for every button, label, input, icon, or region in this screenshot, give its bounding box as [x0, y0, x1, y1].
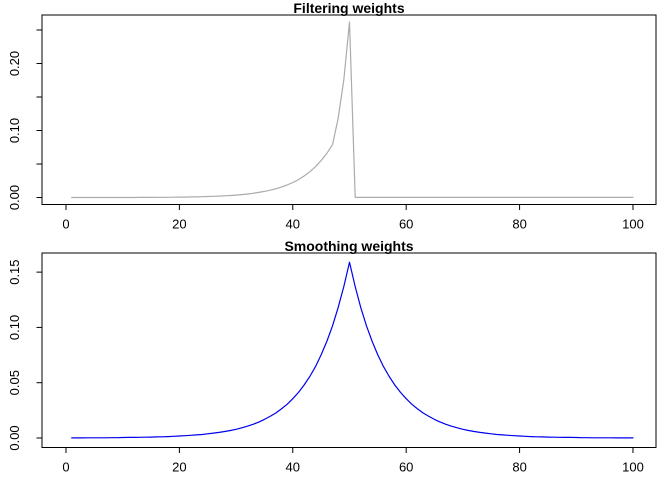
x-axis-tick-label: 20: [172, 460, 186, 475]
x-axis-tick-label: 80: [512, 460, 526, 475]
filtering-plot-title: Filtering weights: [293, 0, 404, 16]
y-axis-tick-label: 0.10: [7, 315, 22, 340]
x-axis-tick-label: 0: [62, 217, 69, 232]
x-axis-tick-label: 100: [622, 217, 644, 232]
filtering-weights-line: [71, 21, 634, 199]
filtering-weights-plot: Filtering weights 0 20 40 60 80 100 0.00 0.10 0.…: [7, 0, 657, 232]
x-axis-tick-label: 40: [286, 460, 300, 475]
y-axis-tick-label: 0.20: [7, 51, 22, 76]
y-axis-tick-label: 0.00: [7, 425, 22, 450]
x-axis-tick-label: 0: [62, 460, 69, 475]
x-axis-tick-label: 40: [286, 217, 300, 232]
y-axis-tick-label: 0.00: [7, 185, 22, 210]
y-axis-tick-label: 0.05: [7, 370, 22, 395]
x-axis-tick-label: 20: [172, 217, 186, 232]
y-axis-tick-label: 0.15: [7, 259, 22, 284]
smoothing-plot-title: Smoothing weights: [284, 238, 413, 254]
plot-box: [41, 252, 657, 448]
x-axis-tick-label: 60: [399, 217, 413, 232]
plot-box: [41, 14, 657, 205]
smoothing-weights-line: [71, 261, 634, 439]
smoothing-weights-plot: Smoothing weights 0 20 40 60 80 100 0.00 0.05 0.…: [7, 238, 657, 475]
x-axis-tick-label: 100: [622, 460, 644, 475]
x-axis-tick-label: 80: [512, 217, 526, 232]
y-axis-tick-label: 0.10: [7, 118, 22, 143]
x-axis-tick-label: 60: [399, 460, 413, 475]
